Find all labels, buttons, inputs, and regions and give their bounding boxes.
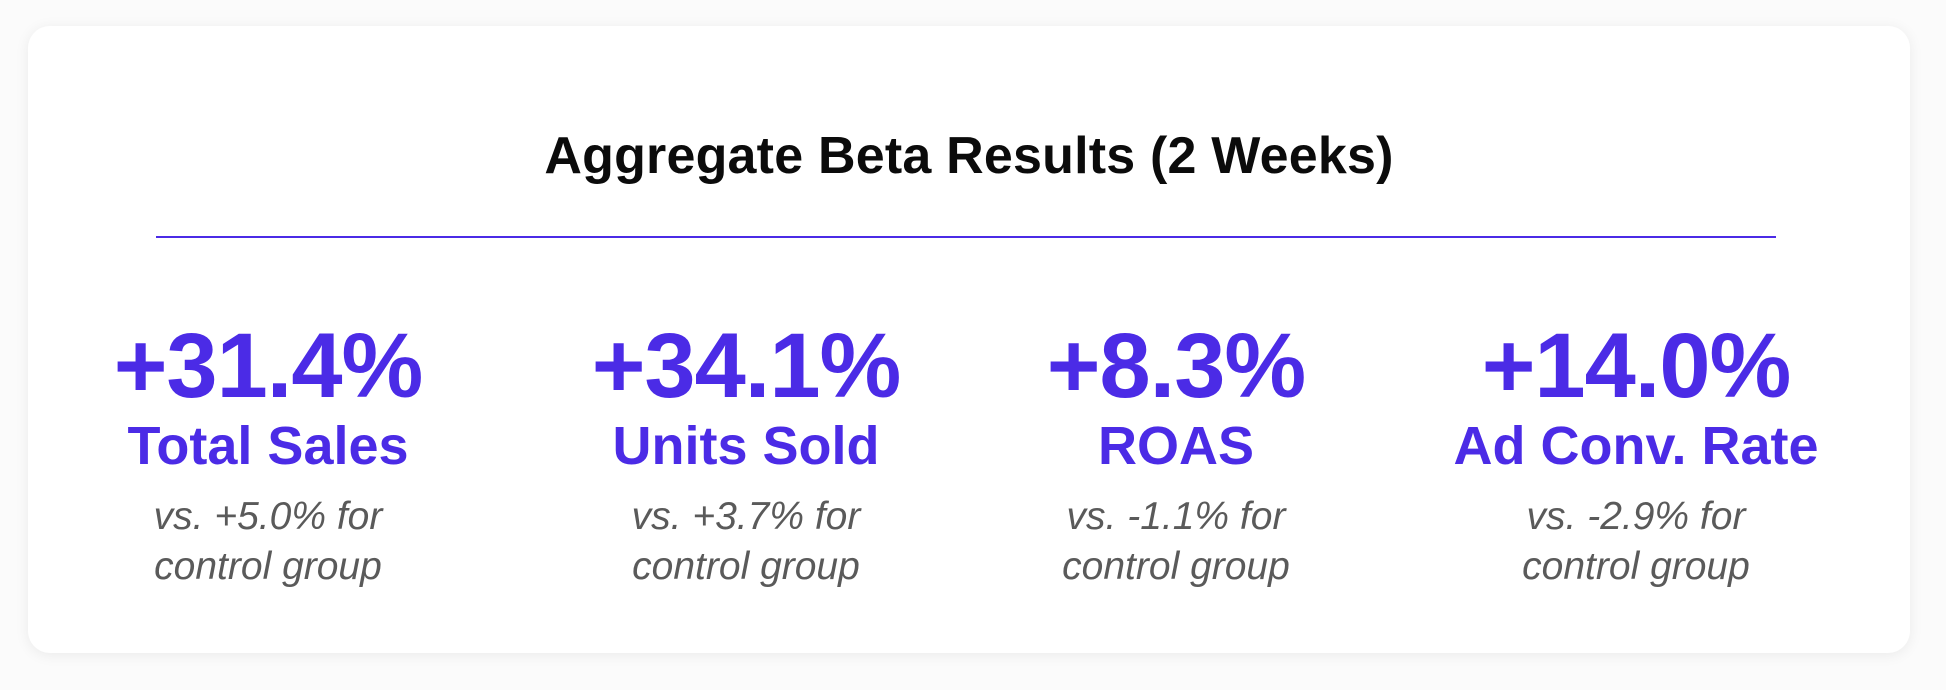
metric-note: vs. -1.1% for control group bbox=[956, 492, 1396, 592]
metric-label: Total Sales bbox=[127, 416, 409, 476]
metric-label: Ad Conv. Rate bbox=[1453, 416, 1819, 476]
metric-total-sales: +31.4% Total Sales vs. +5.0% for control… bbox=[48, 316, 488, 592]
metric-note-line: control group bbox=[154, 545, 382, 588]
metric-value: +31.4% bbox=[113, 315, 424, 417]
metric-note: vs. -2.9% for control group bbox=[1416, 492, 1856, 592]
page-title: Aggregate Beta Results (2 Weeks) bbox=[544, 127, 1394, 185]
metric-units-sold: +34.1% Units Sold vs. +3.7% for control … bbox=[526, 316, 966, 592]
metric-note-line: control group bbox=[1062, 545, 1290, 588]
title-divider bbox=[156, 236, 1776, 238]
metric-note-line: control group bbox=[1522, 545, 1750, 588]
metric-note-line: vs. +5.0% for bbox=[153, 495, 383, 538]
metric-roas: +8.3% ROAS vs. -1.1% for control group bbox=[956, 316, 1396, 592]
metric-label: Units Sold bbox=[612, 416, 880, 476]
metric-note-line: vs. -1.1% for bbox=[1066, 495, 1286, 538]
results-card: Aggregate Beta Results (2 Weeks) +31.4% … bbox=[28, 26, 1910, 653]
metric-label: ROAS bbox=[1097, 416, 1254, 476]
metric-value: +14.0% bbox=[1481, 315, 1792, 417]
metric-ad-conv-rate: +14.0% Ad Conv. Rate vs. -2.9% for contr… bbox=[1416, 316, 1856, 592]
metric-note-line: vs. -2.9% for bbox=[1526, 495, 1746, 538]
metric-note-line: control group bbox=[632, 545, 860, 588]
metric-note-line: vs. +3.7% for bbox=[631, 495, 861, 538]
metric-value: +8.3% bbox=[1046, 315, 1306, 417]
metric-note: vs. +5.0% for control group bbox=[48, 492, 488, 592]
metric-note: vs. +3.7% for control group bbox=[526, 492, 966, 592]
metric-value: +34.1% bbox=[591, 315, 902, 417]
